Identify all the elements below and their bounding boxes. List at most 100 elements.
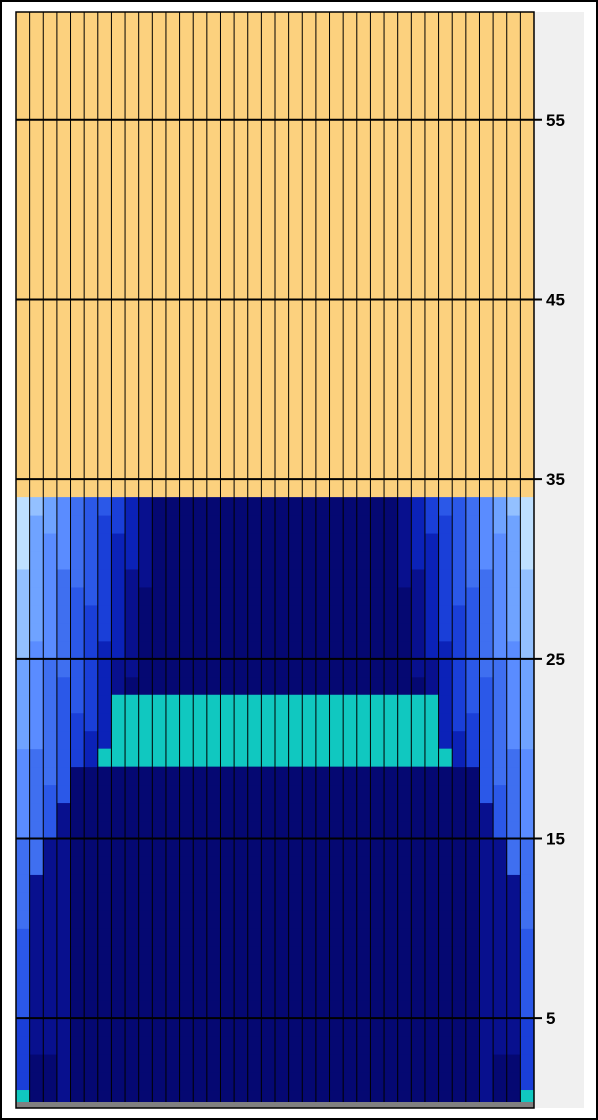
heatmap-cell [193,874,208,893]
heatmap-cell [288,802,303,822]
heatmap-cell [261,856,276,875]
heatmap-cell [438,820,453,839]
heatmap-cell [220,604,235,624]
heatmap-cell [70,1054,85,1073]
heatmap-cell [384,1018,399,1037]
heatmap-cell [179,533,194,552]
heatmap-cell [193,676,208,696]
heatmap-cell [56,676,72,696]
heatmap-cell [261,533,276,552]
heatmap-cell [315,604,331,624]
heatmap-cell [479,551,494,570]
heatmap-cell [302,604,317,624]
heatmap-cell [125,964,140,983]
heatmap-cell [315,1000,331,1019]
heatmap-cell [479,604,494,624]
heatmap-cell [275,820,290,839]
heatmap-cell [465,515,480,534]
heatmap-cell [97,676,112,696]
heatmap-cell [343,784,358,804]
heatmap-cell [424,892,440,911]
heatmap-cell [206,533,221,552]
heatmap-cell [111,820,126,839]
heatmap-cell [152,856,167,875]
heatmap-cell [179,856,194,875]
heatmap-cell [411,640,426,660]
heatmap-cell [493,910,508,929]
heatmap-cell [315,838,331,857]
heatmap-cell [356,1036,371,1055]
heatmap-cell [70,694,85,714]
heatmap-cell [275,568,290,588]
heatmap-cell [356,766,371,786]
heatmap-cell [329,982,344,1001]
heatmap-cell [247,1072,262,1091]
heatmap-cell [193,568,208,588]
heatmap-cell [411,676,426,696]
heatmap-cell [29,658,44,678]
heatmap-cell [424,982,440,1001]
heatmap-cell [315,856,331,875]
heatmap-cell [43,910,58,929]
heatmap-cell [452,1072,467,1091]
heatmap-cell [452,748,467,768]
heatmap-cell [397,1072,412,1091]
heatmap-cell [247,910,262,929]
heatmap-cell [465,964,480,983]
heatmap-cell [179,604,194,624]
heatmap-cell [70,1018,85,1037]
heatmap-cell [125,928,140,947]
heatmap-cell [29,856,44,875]
heatmap-cell [397,910,412,929]
heatmap-cell [43,892,58,911]
heatmap-cell [247,586,262,606]
heatmap-cell [125,910,140,929]
heatmap-cell [206,946,221,965]
heatmap-cell [56,586,72,606]
heatmap-cell [97,1036,112,1055]
heatmap-cell [84,712,99,732]
heatmap-cell [70,586,85,606]
heatmap-cell [520,730,535,750]
heatmap-cell [206,1018,221,1037]
heatmap-cell [356,586,371,606]
heatmap-cell [275,586,290,606]
heatmap-cell [84,946,99,965]
heatmap-cell [152,1036,167,1055]
heatmap-cell [493,928,508,947]
heatmap-cell [179,568,194,588]
heatmap-cell [370,622,385,642]
heatmap-cell [70,676,85,696]
heatmap-cell [261,964,276,983]
heatmap-cell [56,533,72,552]
heatmap-cell [84,1036,99,1055]
heatmap-cell [138,604,153,624]
heatmap-cell [234,838,249,857]
heatmap-cell [125,604,140,624]
heatmap-cell [111,910,126,929]
heatmap-cell [275,658,290,678]
heatmap-cell [125,802,140,822]
heatmap-cell [479,910,494,929]
heatmap-cell [465,820,480,839]
heatmap-cell [438,694,453,714]
plot-border [15,11,535,1109]
heatmap-cell [152,838,167,857]
heatmap-cell [70,964,85,983]
heatmap-cell [493,658,508,678]
heatmap-cell [152,622,167,642]
heatmap-cell [193,604,208,624]
heatmap-cell [275,622,290,642]
heatmap-cell [315,802,331,822]
heatmap-cell [179,1018,194,1037]
heatmap-cell [16,1000,31,1019]
heatmap-cell [234,533,249,552]
heatmap-cell [138,515,153,534]
heatmap-cell [424,568,440,588]
heatmap-cell [438,604,453,624]
heatmap-cell [343,1000,358,1019]
heatmap-cell [111,838,126,857]
heatmap-cell [329,497,344,516]
heatmap-cell [465,874,480,893]
heatmap-cell [424,910,440,929]
